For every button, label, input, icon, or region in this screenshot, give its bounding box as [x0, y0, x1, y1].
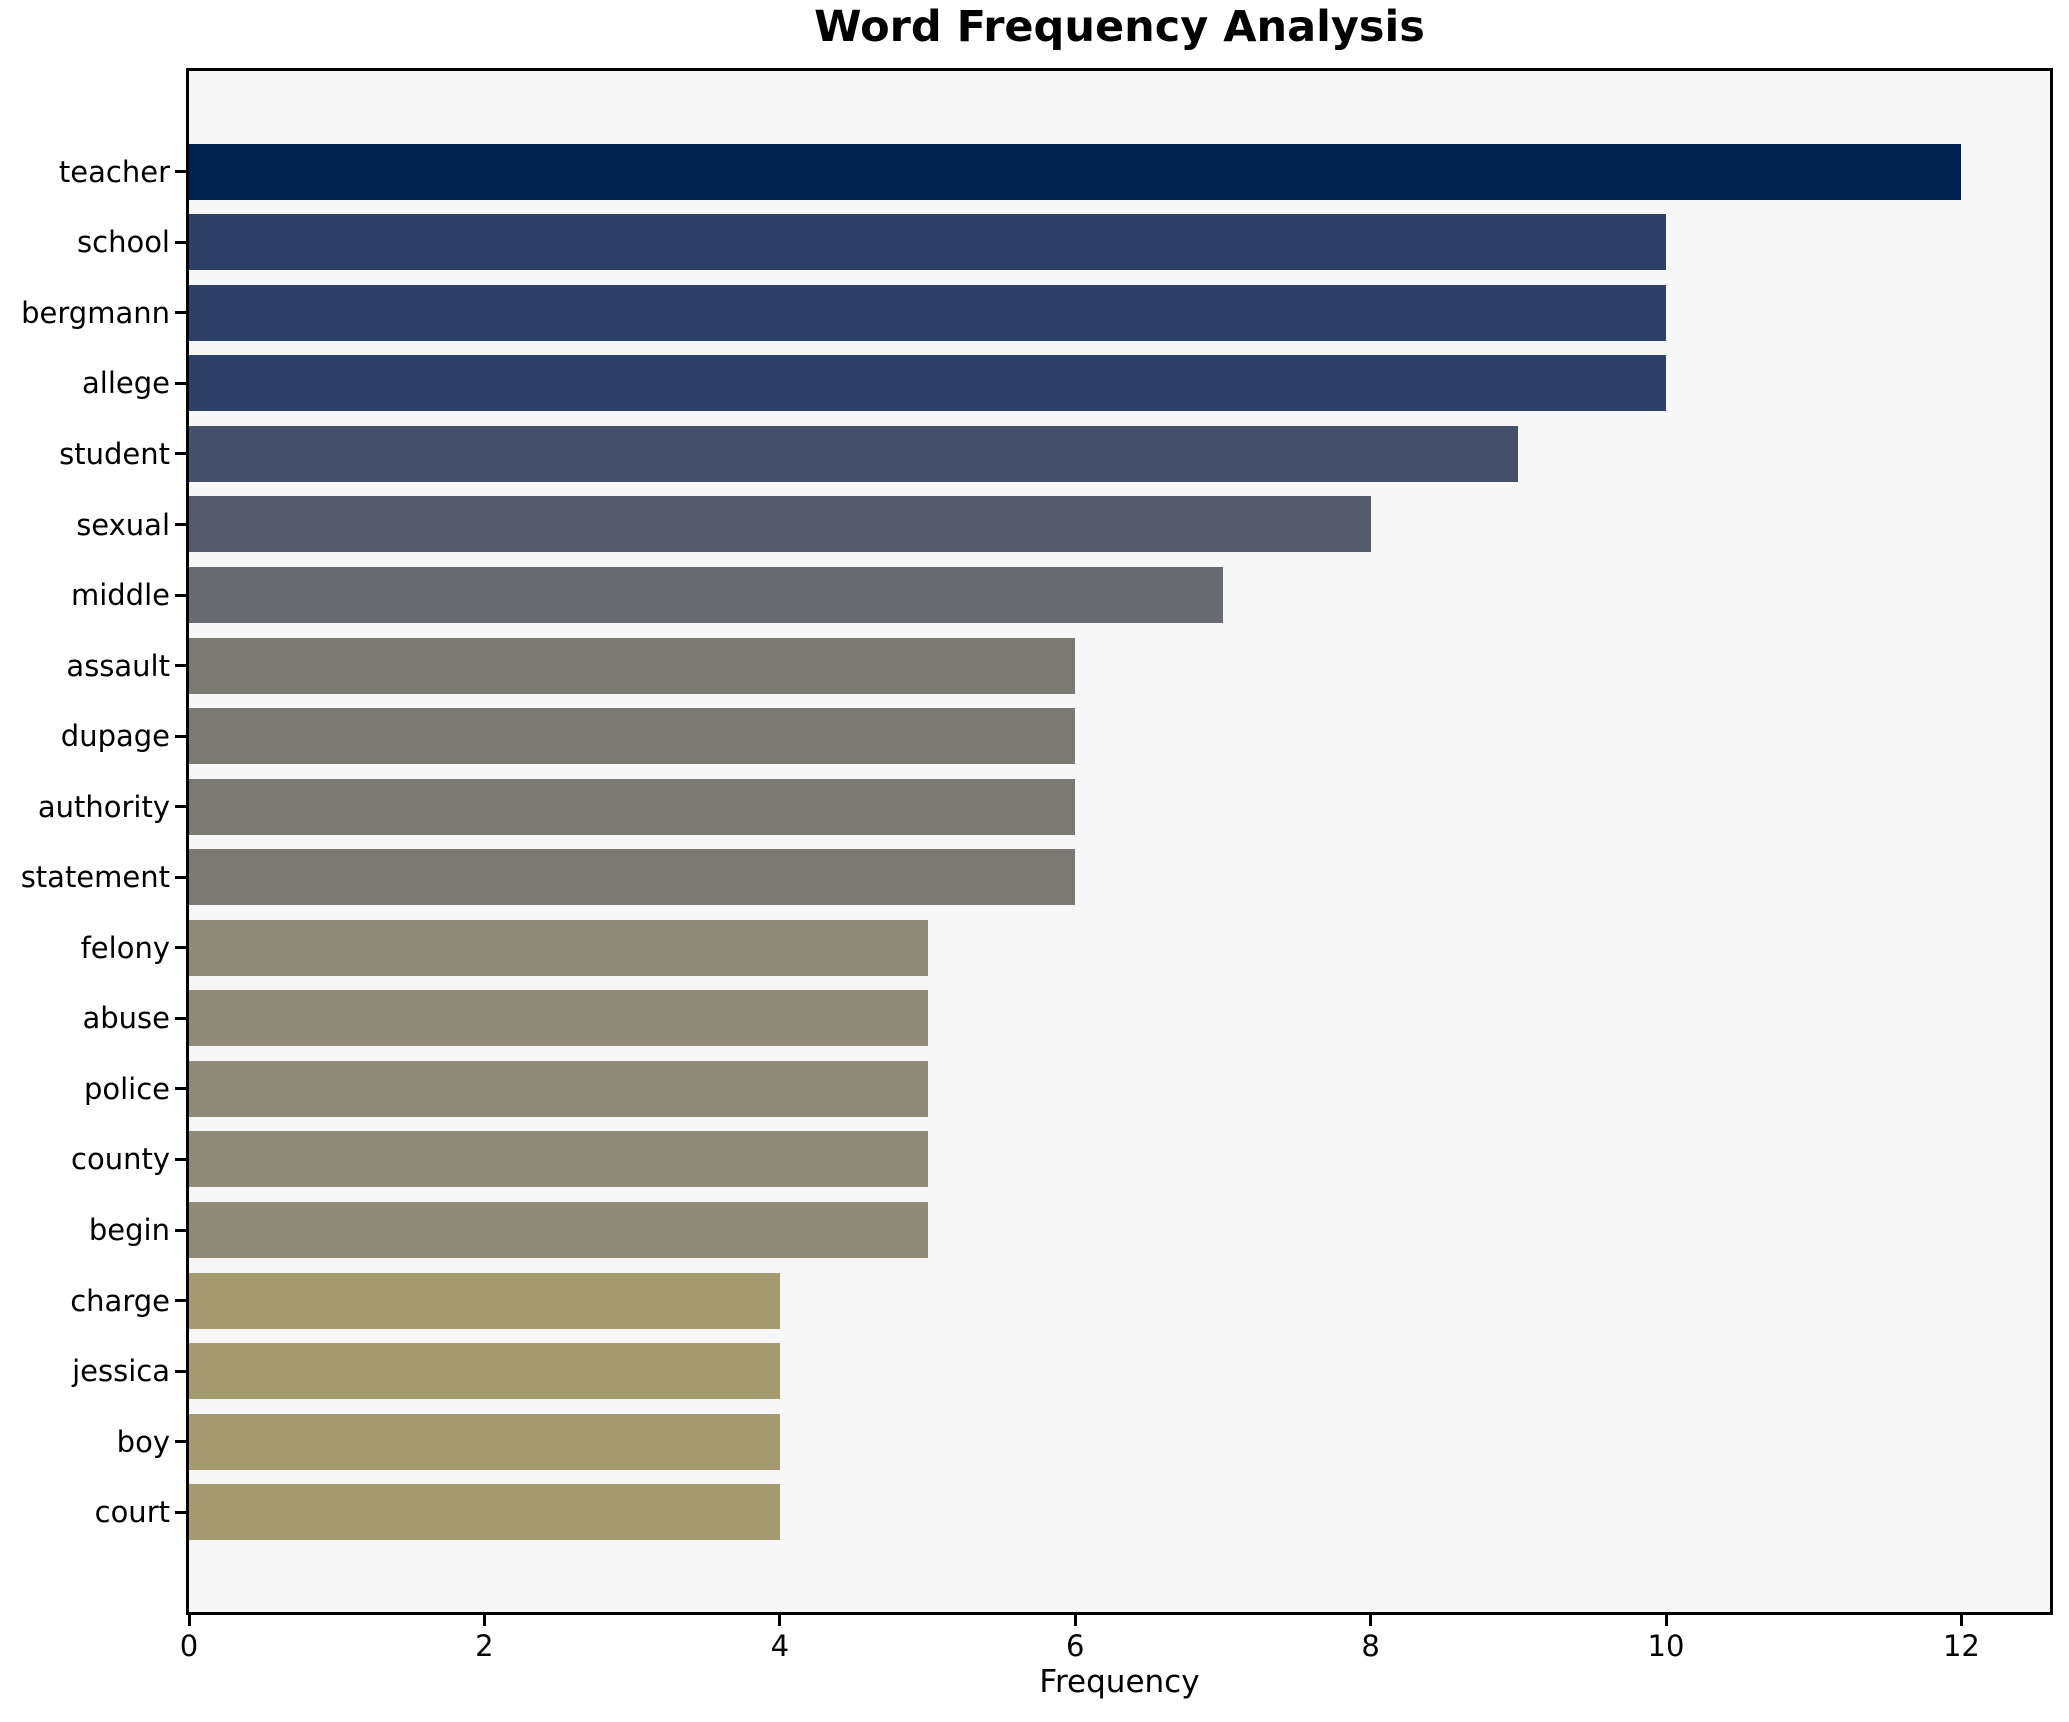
- y-tick-mark: [175, 1087, 186, 1091]
- y-tick-label-allege: allege: [82, 366, 170, 401]
- y-tick-mark: [175, 805, 186, 809]
- y-tick-label-boy: boy: [116, 1424, 170, 1459]
- bar-student: [189, 425, 1519, 482]
- x-tick-label-8: 8: [1361, 1629, 1380, 1663]
- bar-middle: [189, 567, 1223, 623]
- x-tick-label-10: 10: [1647, 1629, 1685, 1663]
- x-axis-label: Frequency: [1039, 1664, 1200, 1700]
- bar-county: [189, 1131, 928, 1188]
- x-tick-label-0: 0: [179, 1629, 199, 1663]
- bar-authority: [189, 778, 1076, 835]
- y-tick-mark: [175, 1016, 186, 1020]
- y-tick-label-authority: authority: [37, 789, 170, 824]
- bar-court: [189, 1484, 780, 1541]
- y-tick-label-student: student: [59, 436, 170, 471]
- x-tick-mark: [778, 1615, 782, 1626]
- y-tick-mark: [175, 946, 186, 950]
- bar-statement: [189, 849, 1076, 906]
- y-tick-mark: [175, 381, 186, 385]
- x-tick-label-2: 2: [475, 1629, 494, 1663]
- bar-teacher: [189, 143, 1962, 200]
- y-tick-label-begin: begin: [88, 1213, 170, 1247]
- bar-sexual: [189, 496, 1371, 553]
- x-tick-label-6: 6: [1065, 1629, 1085, 1663]
- y-tick-mark: [175, 1510, 186, 1514]
- y-tick-label-bergmann: bergmann: [21, 295, 170, 330]
- y-tick-mark: [175, 1369, 186, 1373]
- y-tick-label-court: court: [94, 1495, 170, 1530]
- x-tick-mark: [1959, 1615, 1963, 1626]
- y-tick-label-sexual: sexual: [76, 507, 170, 542]
- bar-police: [189, 1060, 928, 1117]
- bar-begin: [189, 1202, 928, 1258]
- bar-charge: [189, 1272, 780, 1329]
- y-tick-label-police: police: [83, 1071, 170, 1106]
- y-tick-label-jessica: jessica: [72, 1354, 170, 1388]
- y-tick-label-abuse: abuse: [82, 1001, 170, 1036]
- y-tick-label-assault: assault: [66, 648, 170, 683]
- y-tick-mark: [175, 664, 186, 667]
- y-tick-mark: [175, 452, 186, 456]
- y-tick-label-school: school: [77, 225, 170, 260]
- chart-title: Word Frequency Analysis: [814, 2, 1425, 52]
- y-tick-mark: [175, 1157, 186, 1161]
- y-tick-mark: [175, 734, 186, 738]
- bar-bergmann: [189, 284, 1666, 341]
- y-tick-mark: [175, 311, 186, 315]
- y-tick-label-middle: middle: [70, 578, 170, 612]
- bar-abuse: [189, 990, 928, 1047]
- x-tick-mark: [482, 1615, 486, 1626]
- y-tick-label-dupage: dupage: [60, 719, 170, 754]
- bar-allege: [189, 355, 1666, 412]
- bar-assault: [189, 637, 1076, 694]
- bar-boy: [189, 1413, 780, 1470]
- plot-area: [186, 68, 2053, 1615]
- bar-school: [189, 214, 1666, 271]
- y-tick-mark: [175, 1299, 186, 1302]
- bar-jessica: [189, 1343, 780, 1399]
- x-tick-mark: [1369, 1615, 1373, 1626]
- y-tick-mark: [175, 170, 186, 174]
- bar-dupage: [189, 708, 1076, 765]
- y-tick-label-felony: felony: [80, 930, 170, 965]
- x-tick-label-12: 12: [1942, 1629, 1980, 1663]
- y-tick-label-county: county: [71, 1142, 170, 1177]
- y-tick-mark: [175, 875, 186, 879]
- y-tick-label-charge: charge: [70, 1283, 170, 1318]
- y-tick-mark: [175, 240, 186, 244]
- x-tick-label-4: 4: [770, 1629, 790, 1663]
- bar-felony: [189, 919, 928, 976]
- y-tick-mark: [175, 593, 186, 597]
- x-tick-mark: [187, 1615, 191, 1626]
- y-tick-label-statement: statement: [20, 860, 170, 895]
- y-tick-mark: [175, 523, 186, 526]
- y-tick-mark: [175, 1228, 186, 1232]
- y-tick-label-teacher: teacher: [58, 154, 170, 189]
- y-tick-mark: [175, 1440, 186, 1444]
- x-tick-mark: [1073, 1615, 1077, 1626]
- x-tick-mark: [1664, 1615, 1668, 1626]
